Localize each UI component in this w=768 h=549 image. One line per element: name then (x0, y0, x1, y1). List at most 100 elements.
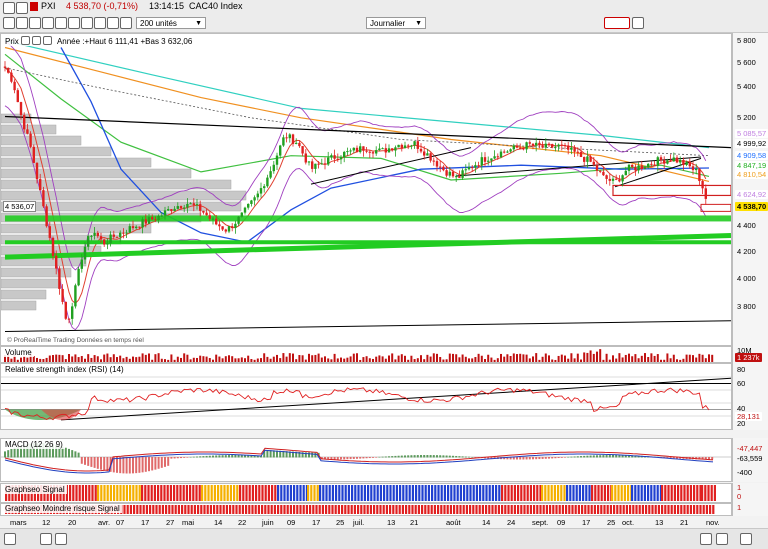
layout-icon[interactable] (81, 17, 93, 29)
settings-icon[interactable] (29, 17, 41, 29)
save-icon[interactable] (94, 17, 106, 29)
cursor-icon[interactable] (716, 533, 728, 545)
volume-bar (321, 358, 323, 362)
price-axis[interactable]: 5 800 5 600 5 400 5 200 4 400 4 200 4 00… (732, 33, 768, 346)
risk-signal-bar (562, 505, 564, 514)
macd-histogram-bar (193, 457, 195, 458)
wrench-icon[interactable] (21, 36, 30, 45)
wand-icon[interactable] (16, 17, 28, 29)
candle-body (529, 142, 531, 143)
signal-bar (201, 485, 203, 501)
print-icon[interactable] (107, 17, 119, 29)
chart-icon[interactable] (16, 2, 28, 14)
candle-body (593, 162, 595, 165)
candle-body (145, 219, 147, 223)
candle-body (609, 179, 611, 181)
signal-panel[interactable]: Graphseo Signal (0, 483, 732, 503)
left-price-tag: 4 536,07 (3, 201, 36, 212)
risk-signal-bar (219, 505, 221, 514)
expand-icon[interactable] (632, 17, 644, 29)
signal-bar (313, 485, 315, 501)
draw-icon[interactable] (55, 17, 67, 29)
x-tick-label: juin (262, 518, 274, 527)
close-icon[interactable] (43, 36, 52, 45)
lock-icon[interactable] (3, 2, 15, 14)
risk-signal-bar (459, 505, 461, 514)
signal-bar (473, 485, 475, 501)
risk-signal-bar (690, 505, 692, 514)
candle-body (273, 165, 275, 171)
risk-signal-bar (696, 505, 698, 514)
zoom-in-icon[interactable] (55, 533, 67, 545)
price-tag: 4 624,92 (735, 190, 768, 199)
volume-bar (81, 356, 83, 362)
candle-body (58, 269, 60, 289)
candle-body (525, 142, 527, 149)
macd-histogram-bar (423, 455, 425, 457)
macd-histogram-bar (606, 455, 608, 457)
right-arrow-icon[interactable] (740, 533, 752, 545)
signal-bar (650, 485, 652, 501)
units-select[interactable]: 200 unités ▼ (136, 17, 206, 29)
risk-axis[interactable]: 1 (732, 503, 768, 516)
share-icon[interactable] (120, 17, 132, 29)
volume-bar (158, 353, 160, 362)
signal-bar (72, 485, 74, 501)
volume-panel[interactable]: Volume (0, 346, 732, 363)
macd-histogram-bar (375, 457, 377, 458)
candle-body (628, 165, 630, 171)
window-icon[interactable] (32, 36, 41, 45)
indicator-icon[interactable] (68, 17, 80, 29)
candle-body (343, 152, 345, 157)
volume-bar (452, 354, 454, 362)
signal-bar (631, 485, 633, 501)
signal-bar (183, 485, 185, 501)
risk-signal-bar (261, 505, 263, 514)
risk-panel[interactable]: Graphseo Moindre risque Signal (0, 503, 732, 516)
signal-axis[interactable]: 1 0 (732, 483, 768, 503)
rsi-panel[interactable]: Relative strength index (RSI) (14) (0, 363, 732, 430)
macd-axis[interactable]: -47,447 -63,559 -400 (732, 438, 768, 482)
candle-body (170, 209, 172, 211)
macd-histogram-bar (596, 455, 598, 457)
candle-body (237, 217, 239, 224)
volume-bar (394, 359, 396, 362)
macd-histogram-bar (170, 457, 172, 459)
macd-histogram-bar (334, 457, 336, 459)
risk-signal-bar (203, 505, 205, 514)
volume-bar (228, 355, 230, 362)
period-select[interactable]: Journalier ▼ (366, 17, 426, 29)
volume-bar (276, 355, 278, 362)
macd-panel[interactable]: MACD (12 26 9) (0, 438, 732, 482)
rsi-axis[interactable]: 80 60 40 20 28,131 (732, 363, 768, 430)
macd-histogram-bar (350, 457, 352, 459)
signal-bar (444, 485, 446, 501)
signal-bar (126, 485, 128, 501)
macd-histogram-bar (359, 457, 361, 459)
macd-histogram-bar (711, 457, 713, 459)
macd-histogram-bar (100, 457, 102, 470)
macd-histogram-bar (266, 450, 268, 458)
volume-bar (666, 353, 668, 362)
risk-signal-bar (165, 505, 167, 514)
grid-icon[interactable] (3, 17, 15, 29)
volume-bar (442, 360, 444, 362)
candles-mode-icon[interactable] (604, 17, 630, 29)
volume-axis[interactable]: 10M 1 237k (732, 346, 768, 363)
volume-bar (334, 354, 336, 362)
settings-icon[interactable] (700, 533, 712, 545)
risk-signal-bar (635, 505, 637, 514)
candle-body (68, 319, 70, 320)
candle-body (189, 203, 191, 204)
price-tag: 4 810,54 (735, 170, 768, 179)
signal-bar (485, 485, 487, 501)
left-arrow-icon[interactable] (4, 533, 16, 545)
zoom-icon[interactable] (42, 17, 54, 29)
risk-signal-bar (267, 505, 269, 514)
zoom-out-icon[interactable] (40, 533, 52, 545)
candle-body (4, 67, 6, 68)
price-panel[interactable]: Prix Année :+Haut 6 111,41 +Bas 3 632,06… (0, 33, 732, 346)
volume-bar (311, 355, 313, 362)
risk-signal-bar (290, 505, 292, 514)
signal-bar (220, 485, 222, 501)
